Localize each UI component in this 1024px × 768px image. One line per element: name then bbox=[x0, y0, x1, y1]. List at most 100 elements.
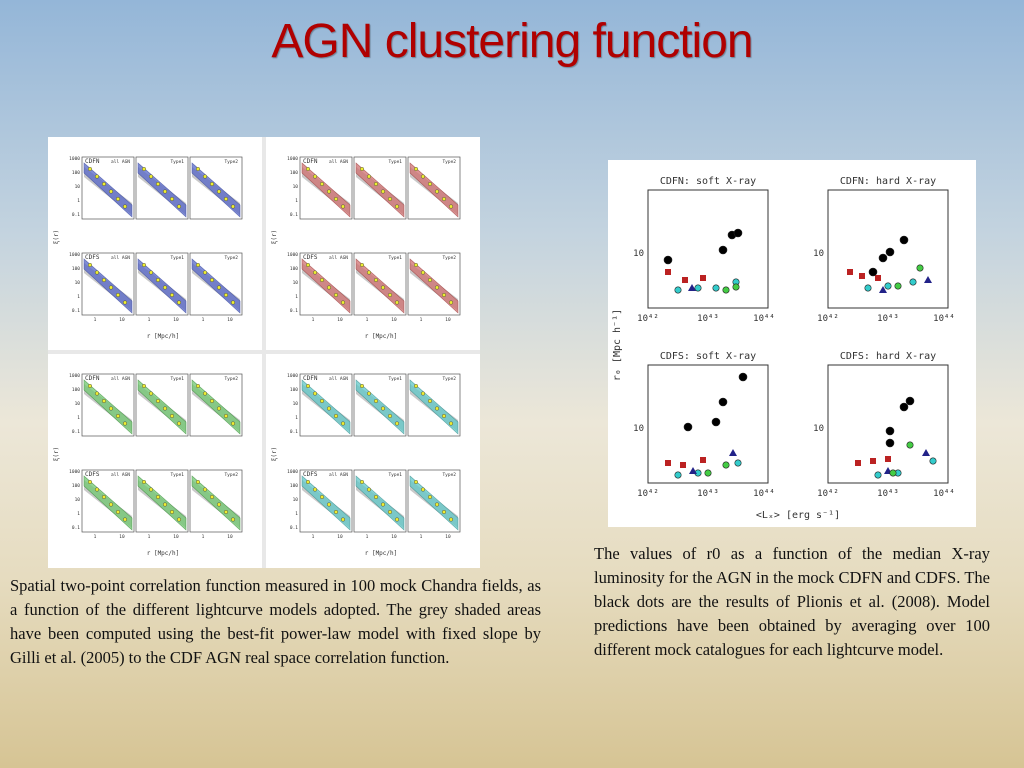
x-tick-label: 10⁴³ bbox=[877, 489, 899, 499]
data-point bbox=[195, 383, 200, 388]
data-point bbox=[327, 189, 332, 194]
data-point bbox=[320, 182, 325, 187]
data-point bbox=[367, 391, 372, 396]
marker bbox=[682, 277, 688, 283]
y-tick-label: 10 bbox=[293, 401, 299, 407]
data-point bbox=[95, 487, 100, 492]
column-label: all AGN bbox=[111, 376, 130, 382]
right-caption: The values of r0 as a function of the me… bbox=[594, 544, 990, 659]
data-point bbox=[414, 383, 419, 388]
marker bbox=[875, 275, 881, 281]
data-point bbox=[449, 204, 454, 209]
panel-frame bbox=[827, 189, 949, 309]
y-tick-label: 100 bbox=[72, 483, 80, 489]
x-tick-label: 10 bbox=[337, 534, 343, 540]
data-point bbox=[176, 300, 181, 305]
marker bbox=[885, 438, 895, 448]
marker bbox=[674, 286, 682, 294]
x-tick-label: 1 bbox=[202, 317, 205, 323]
data-point bbox=[155, 399, 160, 404]
data-point bbox=[313, 487, 318, 492]
y-tick-label: 1 bbox=[295, 198, 298, 204]
data-point bbox=[306, 383, 311, 388]
data-point bbox=[313, 174, 318, 179]
column-label: Type2 bbox=[224, 255, 238, 261]
panel-frame bbox=[81, 469, 135, 533]
marker bbox=[665, 269, 671, 275]
data-point bbox=[209, 495, 214, 500]
panel-frame bbox=[135, 469, 189, 533]
y-tick-label: 1 bbox=[77, 511, 80, 517]
data-point bbox=[122, 204, 127, 209]
panel-title: CDFS: soft X-ray bbox=[660, 351, 756, 362]
data-point bbox=[202, 487, 207, 492]
x-tick-label: 1 bbox=[366, 534, 369, 540]
figure-background bbox=[608, 160, 976, 527]
data-point bbox=[414, 262, 419, 267]
panel-frame bbox=[189, 252, 243, 316]
data-point bbox=[395, 421, 400, 426]
data-point bbox=[169, 414, 174, 419]
data-point bbox=[374, 182, 379, 187]
y-axis-label: ξ(r) bbox=[53, 447, 60, 461]
data-point bbox=[230, 204, 235, 209]
data-point bbox=[202, 391, 207, 396]
slide-title: AGN clustering function bbox=[271, 15, 753, 68]
y-tick-label: 100 bbox=[290, 483, 298, 489]
data-point bbox=[162, 502, 167, 507]
panel-frame bbox=[299, 252, 353, 316]
x-tick-label: 10 bbox=[227, 534, 233, 540]
y-tick-label: 10 bbox=[813, 424, 824, 434]
marker bbox=[683, 422, 693, 432]
y-axis-label: ξ(r) bbox=[271, 230, 278, 244]
marker bbox=[729, 449, 737, 456]
column-label: Type1 bbox=[388, 376, 402, 382]
data-point bbox=[95, 270, 100, 275]
marker bbox=[700, 275, 706, 281]
panel-frame bbox=[135, 156, 189, 220]
data-point bbox=[442, 414, 447, 419]
y-tick-label: 0.1 bbox=[72, 429, 80, 435]
column-label: Type1 bbox=[388, 472, 402, 478]
data-point bbox=[367, 270, 372, 275]
y-tick-label: 100 bbox=[290, 387, 298, 393]
marker bbox=[870, 458, 876, 464]
data-point bbox=[195, 480, 200, 485]
x-tick-label: 10⁴⁴ bbox=[753, 314, 775, 324]
data-point bbox=[421, 391, 426, 396]
marker bbox=[885, 247, 895, 257]
data-point bbox=[327, 502, 332, 507]
y-tick-label: 1 bbox=[77, 415, 80, 421]
marker bbox=[733, 228, 743, 238]
data-point bbox=[88, 262, 93, 267]
y-axis-label: ξ(r) bbox=[53, 230, 60, 244]
x-tick-label: 10⁴² bbox=[637, 314, 659, 324]
data-point bbox=[388, 414, 393, 419]
x-tick-label: 1 bbox=[148, 317, 151, 323]
data-point bbox=[155, 277, 160, 282]
panel-frame bbox=[299, 156, 353, 220]
y-tick-label: 0.1 bbox=[72, 212, 80, 218]
data-point bbox=[202, 270, 207, 275]
x-tick-label: 10 bbox=[445, 317, 451, 323]
data-point bbox=[115, 197, 120, 202]
marker bbox=[922, 449, 930, 456]
column-label: Type2 bbox=[442, 159, 456, 165]
x-tick-label: 1 bbox=[420, 317, 423, 323]
marker bbox=[924, 276, 932, 283]
left-caption: Spatial two-point correlation function m… bbox=[10, 576, 541, 667]
data-point bbox=[360, 480, 365, 485]
data-point bbox=[148, 487, 153, 492]
marker bbox=[855, 460, 861, 466]
column-label: Type1 bbox=[388, 255, 402, 261]
y-tick-label: 10 bbox=[293, 497, 299, 503]
data-point bbox=[209, 399, 214, 404]
marker bbox=[665, 460, 671, 466]
marker bbox=[889, 469, 897, 477]
data-point bbox=[442, 292, 447, 297]
data-point bbox=[109, 189, 114, 194]
x-tick-label: 1 bbox=[148, 534, 151, 540]
data-point bbox=[95, 174, 100, 179]
data-point bbox=[388, 197, 393, 202]
